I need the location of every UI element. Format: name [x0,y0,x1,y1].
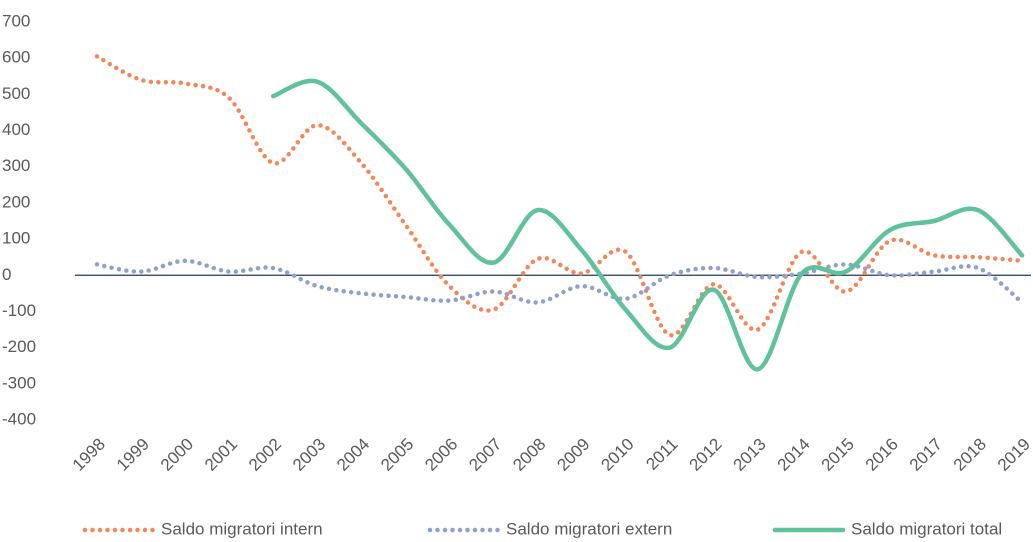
legend-label: Saldo migratori extern [506,519,672,538]
y-tick-label: -400 [2,409,36,428]
x-tick-label: 2017 [906,435,946,475]
legend-label: Saldo migratori total [851,519,1002,538]
y-tick-label: 400 [2,120,30,139]
x-tick-label: 2008 [509,435,549,475]
series-line [270,78,1025,372]
y-tick-label: -200 [2,337,36,356]
series-line [94,54,1025,338]
x-tick-label: 2006 [421,435,461,475]
y-tick-label: -300 [2,373,36,392]
x-tick-label: 2019 [994,435,1033,475]
x-tick-label: 2018 [950,435,990,475]
series-line [94,258,1025,305]
y-tick-label: -100 [2,301,36,320]
y-tick-label: 600 [2,48,30,67]
y-tick-label: 700 [2,11,30,30]
x-tick-label: 2014 [774,435,814,475]
x-tick-label: 2002 [245,435,285,475]
y-tick-label: 0 [2,265,11,284]
x-tick-label: 2013 [730,435,770,475]
x-tick-label: 1998 [69,435,109,475]
x-tick-label: 2003 [289,435,329,475]
x-tick-label: 2004 [333,435,373,475]
x-tick-label: 2016 [862,435,902,475]
x-tick-label: 2005 [377,435,417,475]
y-tick-label: 500 [2,84,30,103]
x-tick-label: 2000 [157,435,197,475]
y-tick-label: 200 [2,192,30,211]
legend-label: Saldo migratori intern [161,519,323,538]
x-tick-label: 1999 [113,435,153,475]
x-tick-label: 2007 [465,435,505,475]
x-tick-label: 2009 [553,435,593,475]
x-tick-label: 2010 [597,435,637,475]
y-tick-label: 100 [2,229,30,248]
x-tick-label: 2001 [201,435,241,475]
x-tick-label: 2011 [642,435,681,474]
y-tick-label: 300 [2,156,30,175]
x-tick-label: 2015 [818,435,858,475]
x-tick-label: 2012 [686,435,726,475]
